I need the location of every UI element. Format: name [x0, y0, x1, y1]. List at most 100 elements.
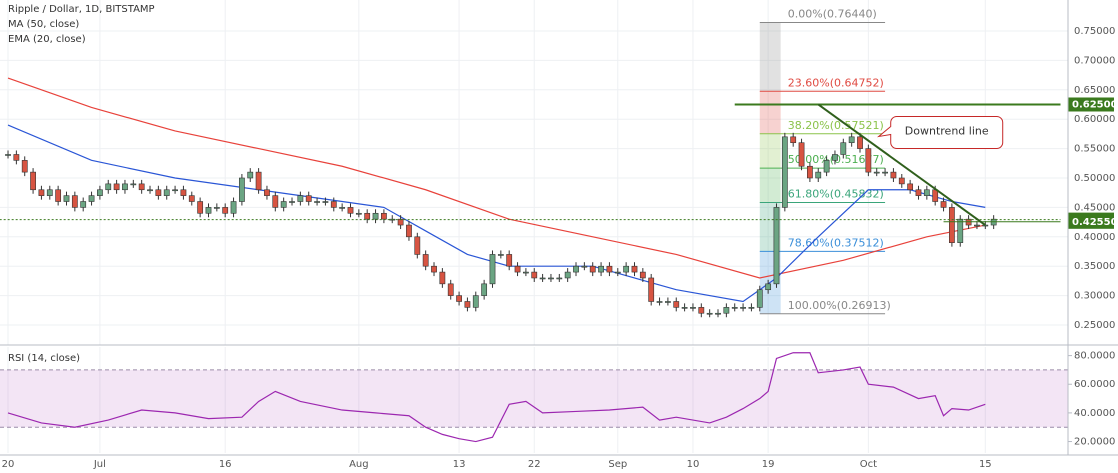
- candle: [648, 277, 655, 302]
- candle: [598, 265, 604, 273]
- x-tick-label: 15: [979, 459, 992, 470]
- candle: [832, 154, 838, 161]
- candle: [857, 136, 863, 149]
- candle: [80, 201, 87, 208]
- rsi-band: [0, 369, 1068, 428]
- candle: [230, 201, 237, 214]
- candle: [5, 154, 11, 156]
- candle: [614, 271, 621, 274]
- x-tick-label: 10: [687, 459, 700, 470]
- candle: [439, 271, 446, 285]
- x-tick-label: 20: [2, 459, 15, 470]
- candle: [681, 307, 688, 309]
- y-tick-label: 0.50000: [1074, 173, 1115, 184]
- candle: [30, 171, 36, 191]
- x-tick-label: Aug: [349, 459, 369, 470]
- candle: [840, 142, 847, 155]
- candle: [297, 195, 304, 202]
- annotation: Downtrend line: [905, 124, 989, 137]
- candle: [414, 236, 421, 255]
- candle: [531, 271, 538, 279]
- y-tick-label: 0.55000: [1074, 144, 1115, 155]
- candle: [748, 307, 755, 309]
- candle: [364, 212, 371, 220]
- candle: [155, 189, 162, 196]
- fib-label: 38.20%(0.57521): [788, 119, 884, 132]
- candle: [489, 254, 496, 285]
- level-label: 0.42550: [1072, 217, 1118, 228]
- candle: [497, 254, 504, 256]
- legend-entry: EMA (20, close): [8, 34, 86, 45]
- candle: [898, 177, 905, 185]
- candle: [756, 289, 763, 308]
- candle: [940, 201, 947, 208]
- candle: [422, 254, 429, 267]
- candle: [506, 254, 513, 267]
- candle: [180, 189, 187, 196]
- candle: [472, 295, 479, 308]
- fib-label: 100.00%(0.26913): [788, 299, 891, 312]
- candle: [815, 171, 822, 179]
- candle: [330, 201, 337, 208]
- candle: [197, 201, 204, 214]
- candle: [723, 307, 730, 314]
- y-tick-label: 80.0000: [1074, 351, 1115, 362]
- candle: [523, 271, 529, 274]
- y-tick-label: 40.0000: [1074, 408, 1115, 419]
- candle: [88, 195, 95, 202]
- candle: [907, 183, 914, 191]
- candle: [38, 189, 45, 196]
- candle: [188, 195, 195, 202]
- candle: [639, 271, 646, 279]
- candle: [539, 277, 546, 280]
- candle: [873, 171, 880, 174]
- candle: [172, 189, 178, 192]
- fib-zone: [759, 91, 781, 134]
- y-tick-label: 0.30000: [1074, 291, 1115, 302]
- candle: [923, 189, 930, 196]
- candle: [71, 195, 78, 208]
- y-tick-label: 0.60000: [1074, 114, 1115, 125]
- rsi-line: [7, 352, 986, 443]
- candle: [113, 183, 120, 191]
- x-tick-label: 22: [528, 459, 541, 470]
- candle: [548, 277, 554, 280]
- candle: [807, 165, 813, 179]
- candle: [481, 283, 488, 296]
- candle: [447, 283, 454, 296]
- candle: [798, 142, 805, 167]
- candle: [823, 160, 830, 173]
- candle: [623, 265, 630, 273]
- y-tick-label: 0.25000: [1074, 320, 1115, 331]
- candle: [205, 207, 212, 214]
- candle: [656, 301, 663, 303]
- candle: [406, 224, 412, 238]
- chart-title: Ripple / Dollar, 1D, BITSTAMP: [8, 4, 155, 15]
- candle: [222, 207, 229, 214]
- candle: [347, 207, 354, 214]
- candle: [147, 189, 153, 192]
- candle: [431, 265, 437, 273]
- candle: [932, 189, 939, 202]
- y-tick-label: 60.0000: [1074, 379, 1115, 390]
- x-tick-label: 16: [219, 459, 232, 470]
- candle: [690, 307, 696, 309]
- candle: [264, 189, 270, 196]
- rsi-title: RSI (14, close): [8, 353, 80, 364]
- candle: [46, 189, 53, 196]
- candle: [606, 265, 613, 273]
- y-tick-label: 20.0000: [1074, 437, 1115, 448]
- candle: [314, 201, 320, 203]
- candle: [280, 201, 287, 208]
- candle: [247, 171, 254, 179]
- candle: [731, 307, 738, 309]
- candle: [564, 271, 571, 279]
- level-tag: [1068, 214, 1114, 229]
- y-tick-label: 0.70000: [1074, 55, 1115, 66]
- level-label: 0.62500: [1072, 99, 1118, 110]
- candle: [13, 154, 20, 161]
- candle: [55, 189, 62, 202]
- candle: [957, 218, 964, 243]
- candle: [665, 301, 671, 303]
